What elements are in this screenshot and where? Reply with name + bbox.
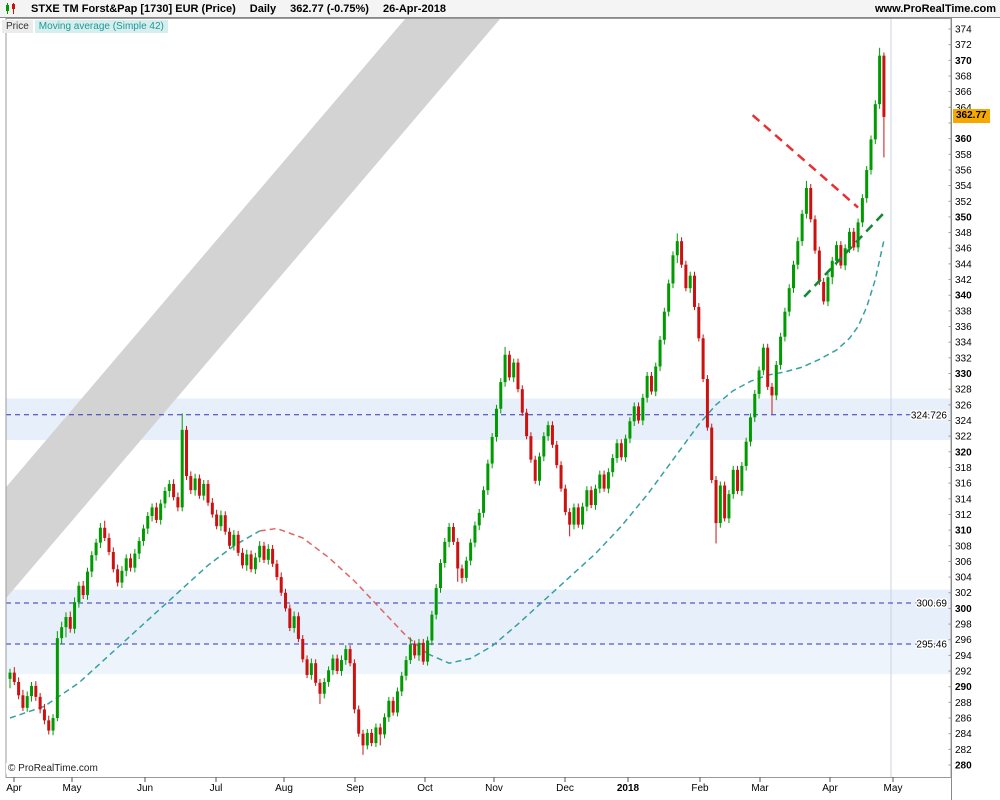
y-axis-label: 356 — [955, 165, 972, 176]
support-level-label: 295.46 — [916, 639, 947, 650]
y-axis-label: 312 — [955, 510, 972, 521]
y-axis-label: 366 — [955, 87, 972, 98]
x-axis-label: Jul — [210, 783, 223, 794]
y-axis-label: 318 — [955, 463, 972, 474]
y-axis-label: 338 — [955, 306, 972, 317]
support-trendline[interactable] — [803, 209, 887, 298]
x-axis-label: May — [63, 783, 82, 794]
y-axis-label: 310 — [955, 526, 972, 537]
x-axis-label: Dec — [556, 783, 574, 794]
y-axis-label: 326 — [955, 400, 972, 411]
y-axis-label: 354 — [955, 181, 972, 192]
legend-price-label[interactable]: Price — [2, 20, 33, 33]
y-axis-label: 328 — [955, 385, 972, 396]
x-axis-label: Apr — [6, 783, 22, 794]
y-axis-label: 334 — [955, 338, 972, 349]
y-axis[interactable]: 280 282 284 286 288 290 292 294 296 298 300 302 304 3… — [948, 25, 973, 772]
x-axis-label: Apr — [822, 783, 838, 794]
website-link[interactable]: www.ProRealTime.com — [874, 2, 996, 15]
x-axis-label: Aug — [275, 783, 293, 794]
title-bar: STXE TM Forst&Pap [1730] EUR (Price) Dai… — [0, 0, 1000, 18]
y-axis-label: 360 — [955, 134, 972, 145]
legend-moving-average-label[interactable]: Moving average (Simple 42) — [34, 20, 168, 33]
support-zone — [6, 643, 951, 675]
y-axis-label: 358 — [955, 150, 972, 161]
y-axis-label: 300 — [955, 604, 972, 615]
y-axis-label: 370 — [955, 56, 972, 67]
support-level-label: 300.69 — [916, 599, 947, 610]
y-axis-label: 330 — [955, 369, 972, 380]
legend: Price Moving average (Simple 42) — [2, 20, 168, 33]
y-axis-label: 336 — [955, 322, 972, 333]
candlestick-series[interactable] — [8, 47, 886, 755]
y-axis-label: 352 — [955, 197, 972, 208]
x-axis-label: Oct — [417, 783, 433, 794]
y-axis-label: 364 — [955, 103, 972, 114]
y-axis-label: 304 — [955, 573, 972, 584]
x-axis-label: May — [884, 783, 903, 794]
y-axis-label: 320 — [955, 447, 972, 458]
y-axis-label: 374 — [955, 25, 972, 36]
moving-average-line[interactable] — [259, 527, 429, 655]
x-axis-label: Jun — [137, 783, 153, 794]
copyright-notice: © ProRealTime.com — [6, 763, 100, 774]
last-price-badge: 362.77 — [953, 108, 990, 123]
horizontal-levels[interactable]: 324.726 300.69 295.46 — [6, 409, 951, 652]
y-axis-label: 282 — [955, 745, 972, 756]
y-axis-label: 344 — [955, 259, 972, 270]
x-axis-label: Sep — [346, 783, 364, 794]
y-axis-label: 288 — [955, 698, 972, 709]
instrument-title: STXE TM Forst&Pap [1730] EUR (Price) — [31, 2, 236, 15]
y-axis-label: 340 — [955, 291, 972, 302]
date-label: 26-Apr-2018 — [382, 2, 446, 15]
support-zone — [6, 589, 951, 644]
timeframe-label: Daily — [249, 2, 277, 15]
y-axis-label: 350 — [955, 212, 972, 223]
trend-channel-band[interactable] — [0, 0, 523, 617]
y-axis-label: 322 — [955, 432, 972, 443]
moving-average-line[interactable] — [427, 240, 885, 664]
y-axis-label: 342 — [955, 275, 972, 286]
price-change: 362.77 (-0.75%) — [290, 2, 369, 15]
x-axis-label: Feb — [691, 783, 709, 794]
y-axis-label: 348 — [955, 228, 972, 239]
x-axis-label: 2018 — [617, 783, 640, 794]
y-axis-label: 306 — [955, 557, 972, 568]
x-axis-label: Mar — [751, 783, 769, 794]
y-axis-label: 372 — [955, 40, 972, 51]
y-axis-label: 298 — [955, 620, 972, 631]
y-axis-label: 284 — [955, 729, 972, 740]
y-axis-label: 286 — [955, 714, 972, 725]
y-axis-label: 292 — [955, 667, 972, 678]
y-axis-label: 316 — [955, 479, 972, 490]
x-axis[interactable]: Apr May Jun Jul Aug Sep Oct Nov Dec 2018 Feb Mar Apr… — [6, 777, 902, 794]
y-axis-label: 290 — [955, 682, 972, 693]
y-axis-label: 302 — [955, 588, 972, 599]
y-axis-label: 368 — [955, 71, 972, 82]
y-axis-label: 296 — [955, 635, 972, 646]
y-axis-label: 308 — [955, 541, 972, 552]
support-zones — [6, 398, 951, 675]
y-axis-label: 332 — [955, 353, 972, 364]
y-axis-label: 324 — [955, 416, 972, 427]
y-axis-label: 314 — [955, 494, 972, 505]
y-axis-label: 346 — [955, 244, 972, 255]
x-axis-label: Nov — [485, 783, 503, 794]
y-axis-label: 294 — [955, 651, 972, 662]
resistance-trendline[interactable] — [751, 114, 859, 209]
y-axis-label: 280 — [955, 761, 972, 772]
chart-icon — [4, 2, 17, 15]
support-level-label: 324.726 — [911, 410, 948, 421]
